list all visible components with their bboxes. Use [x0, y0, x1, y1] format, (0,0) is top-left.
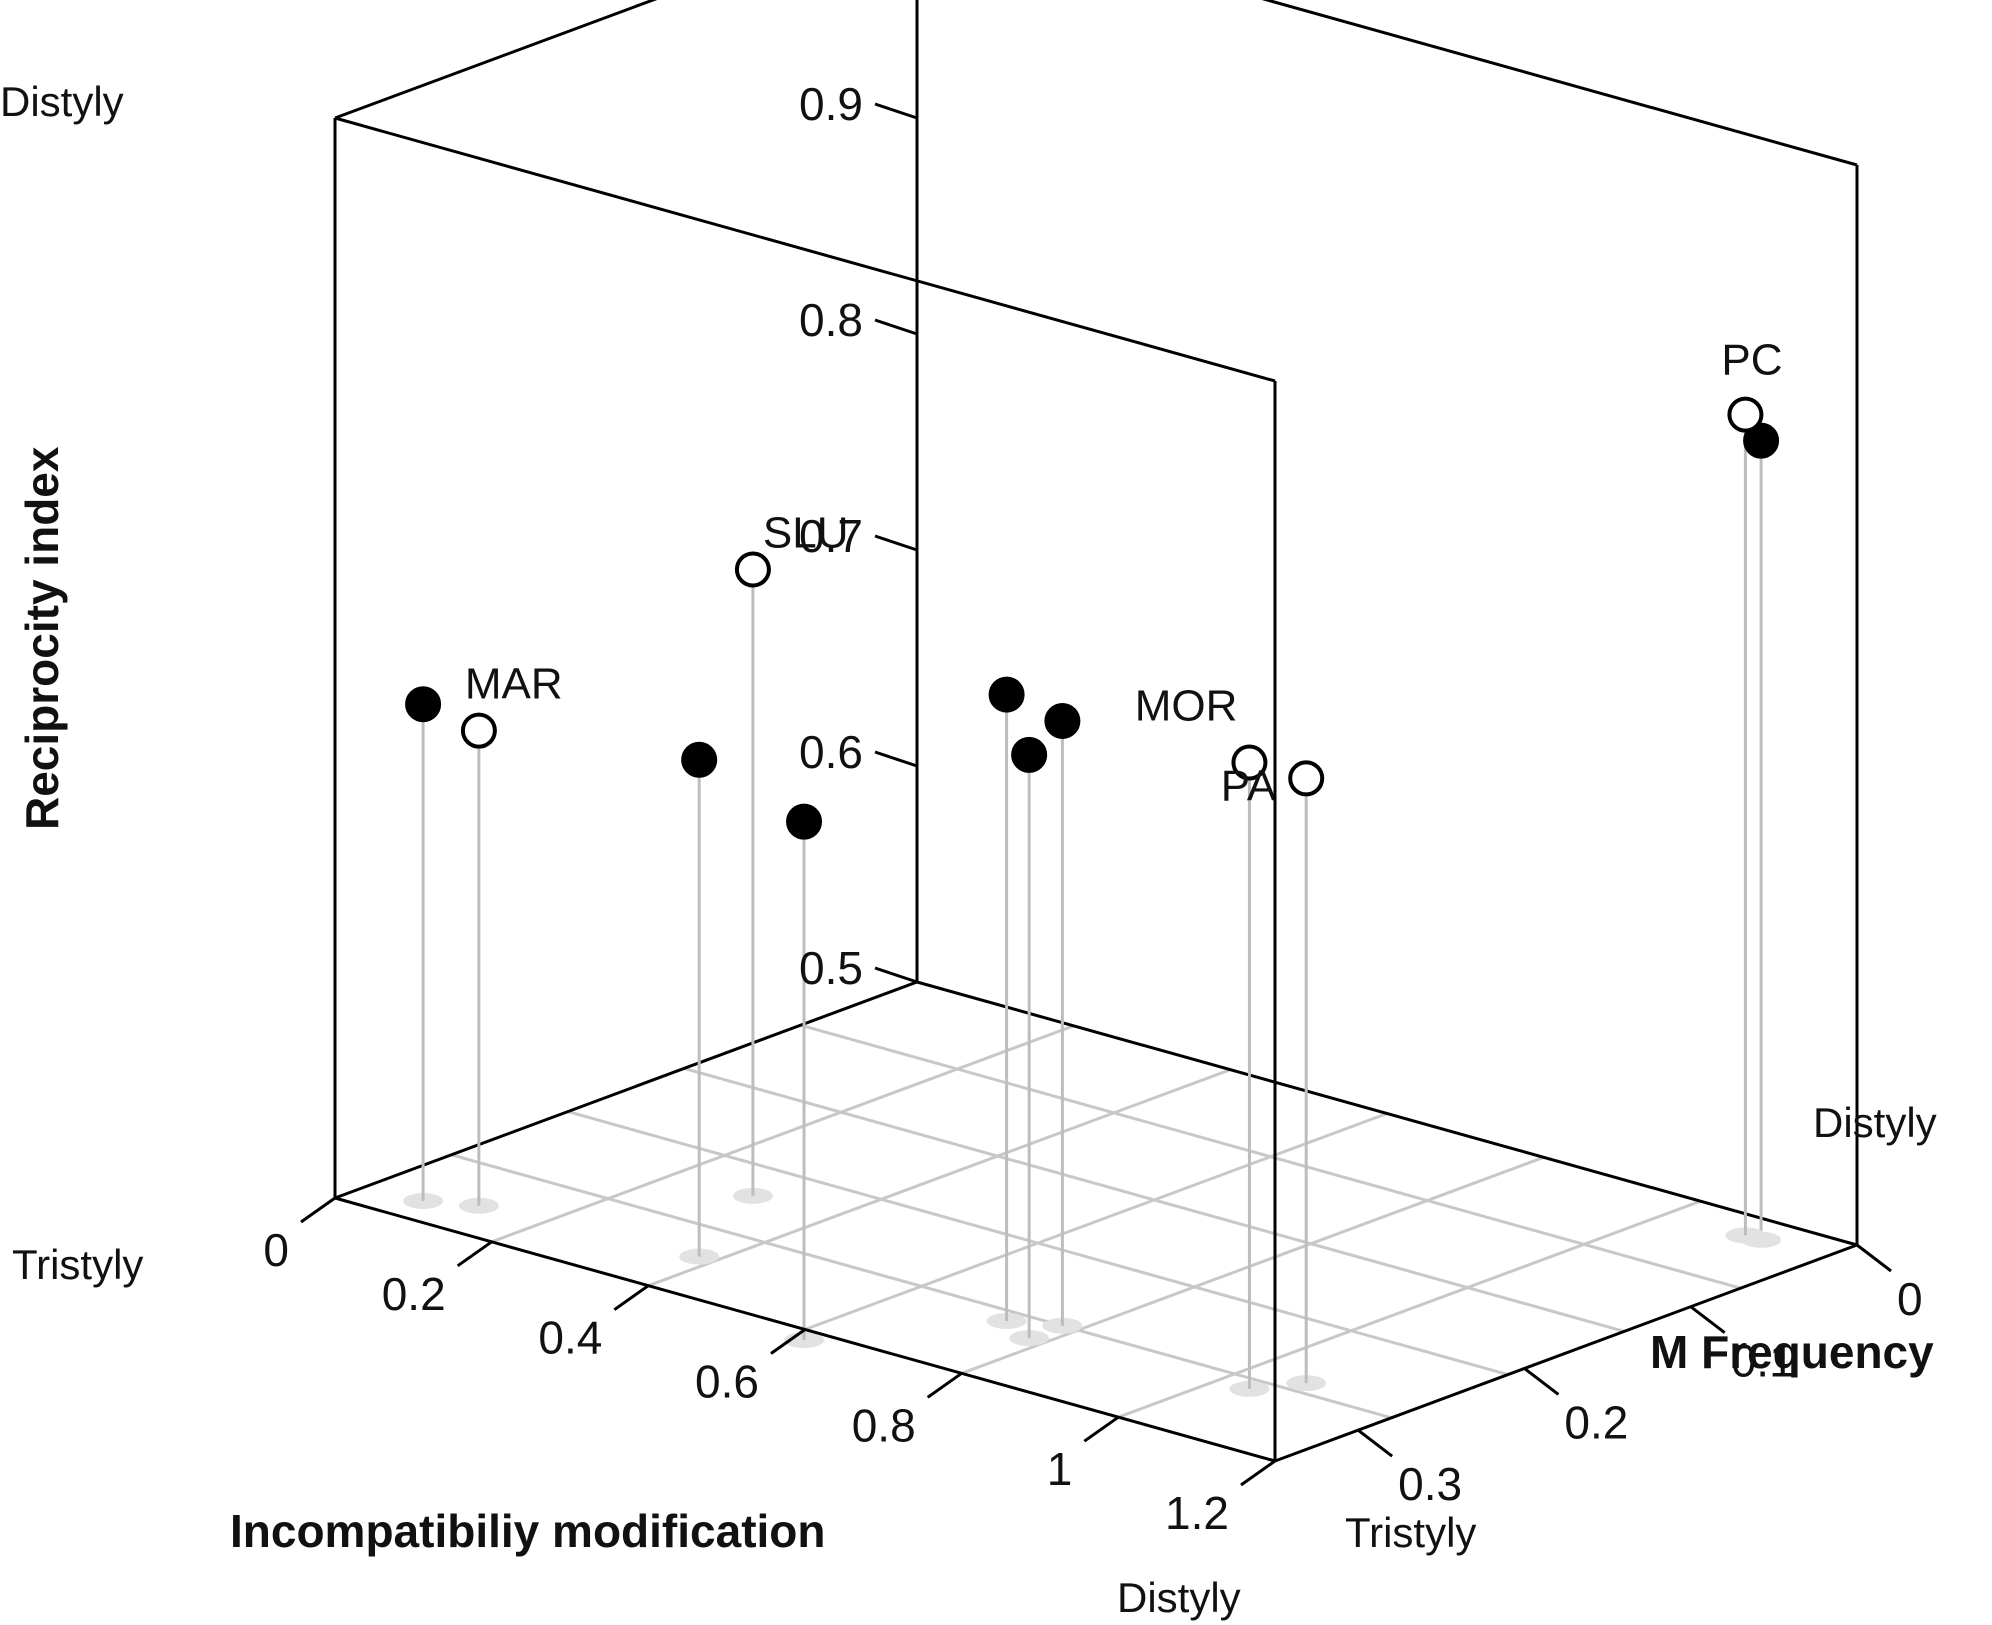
point-label: PA	[1221, 761, 1277, 810]
z-axis-high-end-label: Distyly	[0, 78, 124, 125]
floor-grid-line	[1117, 1199, 1701, 1419]
filled-point	[405, 686, 442, 723]
filled-point	[988, 676, 1025, 713]
filled-point	[1743, 422, 1780, 459]
floor-grid-line	[647, 1068, 1231, 1288]
point-label: MOR	[1135, 682, 1238, 731]
x-axis-low-end-label: Tristyly	[12, 1241, 143, 1288]
filled-point	[1044, 702, 1081, 739]
box-edge	[916, 980, 1858, 1247]
data-points: MAR SLU MOR PA PC	[405, 336, 1783, 840]
x-tick-label: 0.4	[538, 1312, 602, 1364]
y-axis-tick	[1357, 1428, 1394, 1458]
drop-lines	[403, 414, 1782, 1397]
box-edge	[334, 116, 1276, 383]
floor-grid-line	[961, 1155, 1545, 1375]
filled-point	[786, 803, 823, 840]
z-tick-label: 0.9	[799, 78, 863, 130]
z-axis-tick	[874, 966, 918, 984]
x-tick-label: 0.6	[695, 1356, 759, 1408]
x-tick-label: 0.8	[852, 1399, 916, 1451]
z-tick-label: 0.7	[799, 510, 863, 562]
floor-grid-line	[450, 1153, 1392, 1420]
x-axis-tick	[1240, 1459, 1276, 1487]
z-axis-tick	[874, 102, 918, 120]
x-axis-tick	[456, 1240, 493, 1268]
box-edge	[334, 0, 658, 120]
x-axis-title: Incompatibiliy modification	[230, 1505, 825, 1557]
z-tick-label: 0.8	[799, 294, 863, 346]
x-axis-tick	[1083, 1415, 1120, 1443]
y-axis-title: M Frequency	[1650, 1326, 1934, 1378]
open-point	[1231, 744, 1268, 781]
z-axis-tick	[874, 750, 918, 768]
x-axis-tick	[300, 1196, 336, 1224]
x-tick-label: 0	[263, 1224, 289, 1276]
y-tick-label: 0.3	[1398, 1458, 1462, 1510]
x-axis-tick	[770, 1328, 806, 1355]
open-point	[734, 551, 771, 588]
axes: 0 0.2 0.4 0.6 0.8 1 1.2 0 0.1 0.2 0.3 0.5 0.6 0.7 0.8 0…	[263, 78, 1923, 1539]
floor-grid-line	[800, 1023, 1742, 1290]
y-tick-label: 0.1	[1731, 1335, 1795, 1387]
box-edge	[334, 980, 918, 1200]
y-axis-high-end-label: Tristyly	[1345, 1509, 1476, 1556]
point-label: MAR	[465, 660, 563, 709]
y-axis-tick	[1523, 1367, 1560, 1396]
floor-grid-line	[491, 1024, 1075, 1244]
x-tick-label: 0.2	[382, 1268, 446, 1320]
y-axis-tick	[1856, 1243, 1892, 1273]
point-label: PC	[1721, 336, 1782, 385]
x-axis-high-end-label: Distyly	[1117, 1574, 1241, 1621]
z-tick-label: 0.5	[799, 942, 863, 994]
z-axis-tick	[874, 534, 918, 552]
x-tick-label: 1	[1047, 1443, 1073, 1495]
open-point	[1727, 396, 1764, 433]
x-tick-label: 1.2	[1165, 1487, 1229, 1539]
y-tick-label: 0	[1897, 1273, 1923, 1325]
floor-grid-line	[567, 1110, 1509, 1377]
filled-point	[1011, 736, 1048, 773]
x-axis-tick	[613, 1284, 650, 1311]
z-axis-title: Reciprocity index	[16, 446, 68, 830]
point-label: SLU	[763, 508, 849, 557]
z-tick-label: 0.6	[799, 726, 863, 778]
open-point	[1288, 760, 1325, 797]
box-edge	[1274, 1243, 1858, 1463]
box-back-edges	[333, 0, 1859, 1463]
open-point	[460, 712, 497, 749]
filled-point	[681, 741, 718, 778]
z-axis-tick	[874, 318, 918, 336]
x-axis-tick	[926, 1372, 963, 1399]
floor-grid-line	[804, 1112, 1388, 1331]
box-edge	[1261, 0, 1858, 167]
y-tick-label: 0.2	[1564, 1396, 1628, 1448]
floor-grid-line	[683, 1066, 1625, 1333]
y-axis-tick	[1689, 1305, 1726, 1334]
y-axis-low-end-label: Distyly	[1813, 1099, 1937, 1146]
floor-grid	[450, 1023, 1742, 1420]
